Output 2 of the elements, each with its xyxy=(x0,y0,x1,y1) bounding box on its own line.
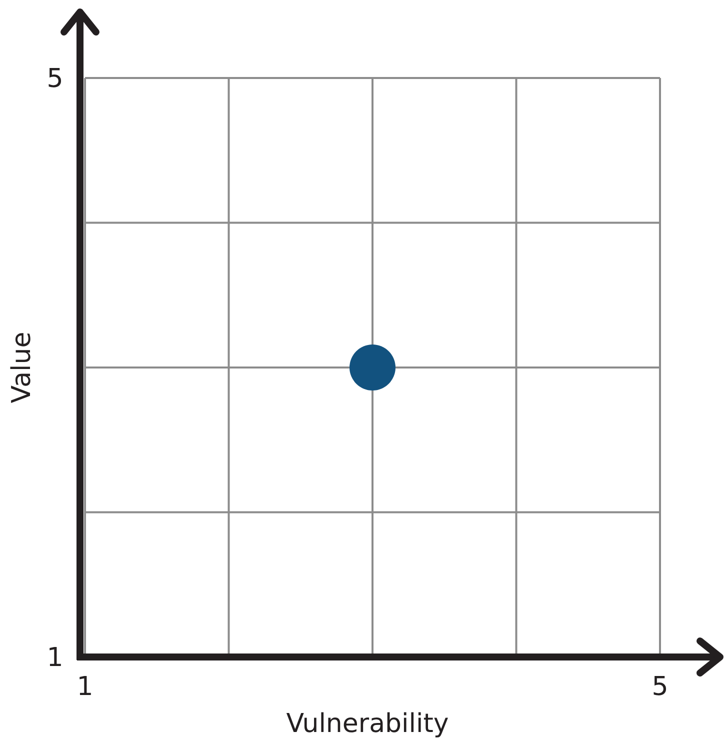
x-axis-title: Vulnerability xyxy=(286,709,449,739)
y-axis-title: Value xyxy=(7,332,37,404)
